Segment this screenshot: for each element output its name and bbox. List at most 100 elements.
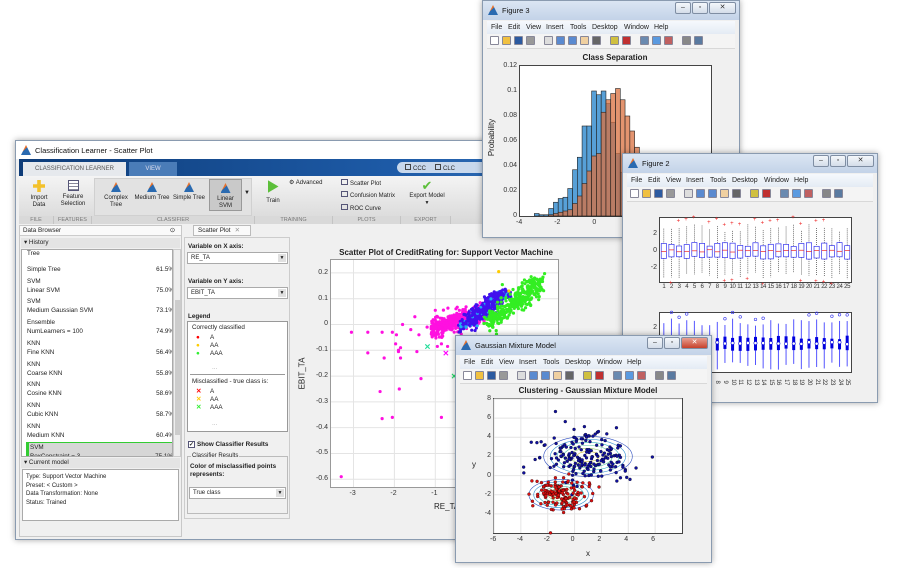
data-cursor-icon[interactable] <box>610 36 619 45</box>
menu-edit[interactable]: Edit <box>648 177 661 184</box>
advanced-button[interactable]: ⚙ Advanced <box>289 180 323 186</box>
close-button[interactable]: ✕ <box>681 337 708 349</box>
menu-view[interactable]: View <box>499 359 515 366</box>
tab-view[interactable]: VIEW <box>129 162 177 176</box>
menu-file[interactable]: File <box>631 177 643 184</box>
data-cursor-icon[interactable] <box>750 189 759 198</box>
menu-desktop[interactable]: Desktop <box>565 359 591 366</box>
history-item[interactable]: Simple Tree 61.5% <box>26 256 172 276</box>
history-item[interactable]: KNN Cosine KNN 58.6% <box>26 380 172 400</box>
gallery-expand-button[interactable]: ▼ <box>244 190 250 196</box>
title-bar[interactable]: Figure 3 – ▫ ✕ <box>483 1 739 20</box>
clc-button[interactable]: CLC <box>435 164 455 172</box>
brush-icon[interactable] <box>622 36 631 45</box>
print-icon[interactable] <box>526 36 535 45</box>
menu-window[interactable]: Window <box>764 177 789 184</box>
y-axis-variable-select[interactable]: EBIT_TA ▼ <box>187 287 288 299</box>
zoom-in-icon[interactable] <box>696 189 705 198</box>
print-icon[interactable] <box>499 371 508 380</box>
history-item[interactable]: KNN Coarse KNN 55.8% <box>26 360 172 380</box>
feature-selection-button[interactable]: Feature Selection <box>57 180 89 208</box>
train-button[interactable]: Train <box>262 180 284 205</box>
menu-help[interactable]: Help <box>654 24 669 31</box>
show-plot-tools-icon[interactable] <box>834 189 843 198</box>
new-file-icon[interactable] <box>490 36 499 45</box>
menu-view[interactable]: View <box>526 24 542 31</box>
show-plot-tools-icon[interactable] <box>694 36 703 45</box>
maximize-button[interactable]: ▫ <box>692 2 708 14</box>
new-file-icon[interactable] <box>630 189 639 198</box>
close-button[interactable]: ✕ <box>847 155 874 167</box>
history-item[interactable]: KNN Cubic KNN 58.7% <box>26 401 172 421</box>
menu-insert[interactable]: Insert <box>546 24 564 31</box>
menu-help[interactable]: Help <box>627 359 642 366</box>
hide-plot-tools-icon[interactable] <box>822 189 831 198</box>
x-axis-variable-select[interactable]: RE_TA ▼ <box>187 252 288 264</box>
scatter-plot-button[interactable]: Scatter Plot <box>341 179 381 188</box>
misclassified-color-select[interactable]: True class ▼ <box>189 487 286 499</box>
history-item[interactable]: SVM Medium Gaussian SVM 73.1% <box>26 297 172 317</box>
show-classifier-results-checkbox[interactable]: ✓ Show Classifier Results <box>188 441 269 448</box>
brush-icon[interactable] <box>595 371 604 380</box>
title-bar[interactable]: Classification Learner - Scatter Plot <box>16 141 634 159</box>
history-header[interactable]: ▾ History <box>21 238 180 248</box>
open-folder-icon[interactable] <box>502 36 511 45</box>
confusion-matrix-button[interactable]: Confusion Matrix <box>341 191 395 200</box>
medium-tree-button[interactable]: Medium Tree <box>133 182 171 202</box>
legend-icon[interactable] <box>637 371 646 380</box>
title-bar[interactable]: Figure 2 – ▫ ✕ <box>623 154 877 173</box>
gmm-axes[interactable]: -6 -4 -2 0 2 4 6 8 6 4 2 0 -2 -4 <box>485 395 683 543</box>
show-plot-tools-icon[interactable] <box>667 371 676 380</box>
menu-window[interactable]: Window <box>597 359 622 366</box>
history-item[interactable]: KNN Medium KNN 60.4% <box>26 422 172 442</box>
collapse-icon[interactable]: ⊙ <box>169 227 175 234</box>
rotate-icon[interactable] <box>592 36 601 45</box>
pan-icon[interactable] <box>553 371 562 380</box>
zoom-out-icon[interactable] <box>541 371 550 380</box>
linear-svm-button[interactable]: Linear SVM <box>209 179 242 211</box>
zoom-out-icon[interactable] <box>568 36 577 45</box>
menu-desktop[interactable]: Desktop <box>592 24 618 31</box>
import-data-button[interactable]: Import Data <box>24 180 54 209</box>
pointer-icon[interactable] <box>684 189 693 198</box>
minimize-button[interactable]: – <box>647 337 663 349</box>
zoom-in-icon[interactable] <box>529 371 538 380</box>
menu-window[interactable]: Window <box>624 24 649 31</box>
menu-edit[interactable]: Edit <box>481 359 494 366</box>
tab-scatter-plot[interactable]: Scatter Plot ✕ <box>193 225 251 236</box>
brush-icon[interactable] <box>762 189 771 198</box>
pan-icon[interactable] <box>580 36 589 45</box>
zoom-out-icon[interactable] <box>708 189 717 198</box>
menu-help[interactable]: Help <box>794 177 809 184</box>
close-button[interactable]: ✕ <box>709 2 736 14</box>
menu-file[interactable]: File <box>491 24 503 31</box>
rotate-icon[interactable] <box>732 189 741 198</box>
legend-icon[interactable] <box>804 189 813 198</box>
menu-desktop[interactable]: Desktop <box>732 177 758 184</box>
save-icon[interactable] <box>654 189 663 198</box>
boxplot-axes-1[interactable]: + + + + + + + + + + + + + + + + + + + + + + + + +2 0 -2 1 2 3 4 5 6 7 8 9 10… <box>651 215 852 290</box>
maximize-button[interactable]: ▫ <box>664 337 680 349</box>
legend-icon[interactable] <box>664 36 673 45</box>
zoom-in-icon[interactable] <box>556 36 565 45</box>
save-icon[interactable] <box>514 36 523 45</box>
hide-plot-tools-icon[interactable] <box>682 36 691 45</box>
link-icon[interactable] <box>640 36 649 45</box>
colorbar-icon[interactable] <box>625 371 634 380</box>
scrollbar-thumb[interactable] <box>175 300 180 435</box>
history-item[interactable]: Ensemble NumLearners = 100 74.9% <box>26 318 172 338</box>
menu-view[interactable]: View <box>666 177 682 184</box>
menu-edit[interactable]: Edit <box>508 24 521 31</box>
pan-icon[interactable] <box>720 189 729 198</box>
history-item[interactable]: KNN Fine KNN 56.4% <box>26 339 172 359</box>
rotate-icon[interactable] <box>565 371 574 380</box>
colorbar-icon[interactable] <box>652 36 661 45</box>
open-folder-icon[interactable] <box>475 371 484 380</box>
pointer-icon[interactable] <box>544 36 553 45</box>
data-cursor-icon[interactable] <box>583 371 592 380</box>
history-scrollbar[interactable] <box>173 249 181 457</box>
new-file-icon[interactable] <box>463 371 472 380</box>
save-icon[interactable] <box>487 371 496 380</box>
minimize-button[interactable]: – <box>675 2 691 14</box>
roc-curve-button[interactable]: ROC Curve <box>341 204 381 213</box>
